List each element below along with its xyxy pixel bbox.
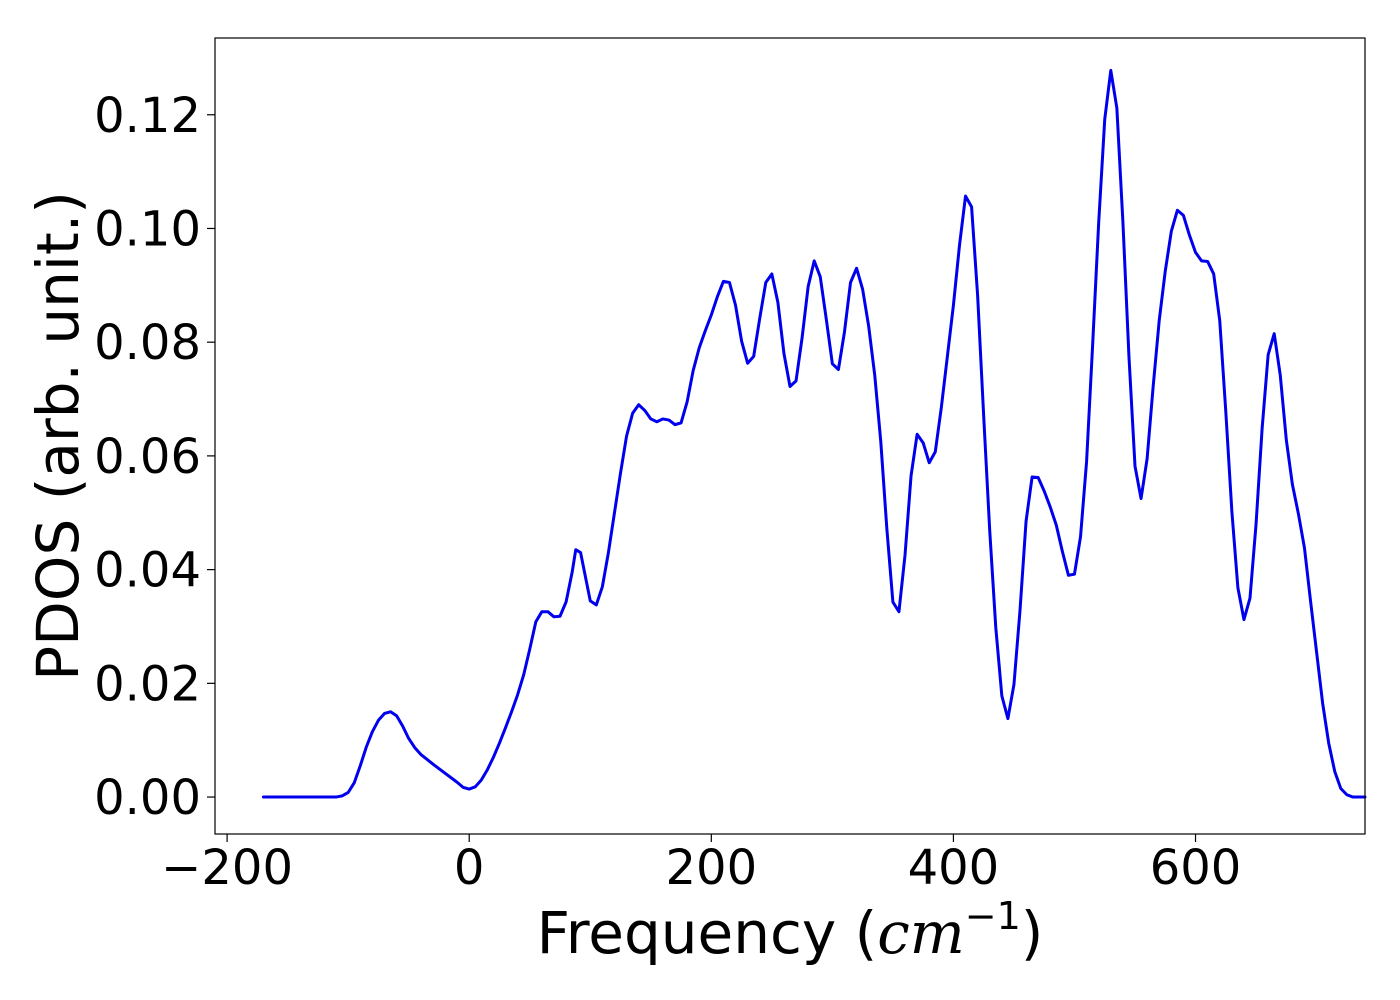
tick-labels-layer: −200 0 200 400 600 0.00 0.02 0.04 0.06 0.08 0.10 0.… [94, 88, 1241, 896]
y-tick-label: 0.06 [94, 429, 201, 485]
y-tick-label: 0.08 [94, 315, 201, 371]
x-tick-label: 0 [454, 840, 485, 896]
x-tick-label: −200 [161, 840, 293, 896]
x-axis-label-exponent: −1 [965, 894, 1021, 938]
x-tick-label: 600 [1150, 840, 1242, 896]
x-axis-label-suffix: ) [1021, 899, 1044, 967]
plot-frame [214, 37, 1366, 835]
y-axis-label: PDOS (arb. unit.) [24, 191, 92, 681]
x-axis-label: Frequency (cm−1) [537, 894, 1044, 967]
ticks-layer [207, 114, 1197, 842]
x-axis-label-prefix: Frequency ( [537, 899, 878, 967]
x-axis-label-unit: cm [877, 899, 964, 967]
x-tick-label: 200 [666, 840, 758, 896]
series-layer [261, 68, 1367, 799]
y-tick-label: 0.10 [94, 201, 201, 257]
x-tick-label: 400 [908, 840, 1000, 896]
y-tick-label: 0.12 [94, 88, 201, 144]
y-tick-label: 0.04 [94, 543, 201, 599]
pdos-series-line [261, 68, 1367, 799]
y-tick-label: 0.00 [94, 770, 201, 826]
y-tick-label: 0.02 [94, 656, 201, 712]
